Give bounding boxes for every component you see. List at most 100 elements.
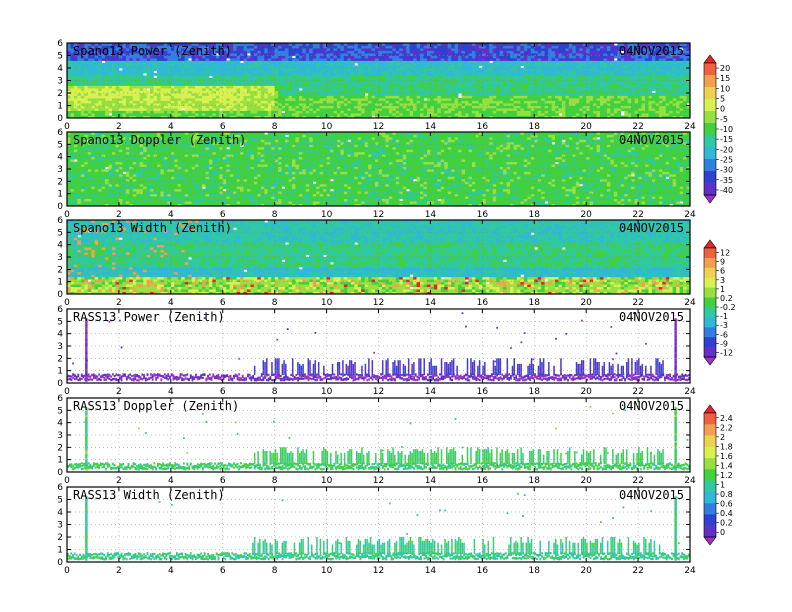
y-tick-label: 0 (57, 114, 63, 124)
x-tick-label: 4 (168, 210, 174, 220)
colorbar-label: 1.2 (720, 471, 733, 480)
colorbar-label: 10 (720, 84, 730, 93)
colorbar-segment (704, 337, 716, 348)
x-tick-label: 2 (116, 387, 122, 397)
y-tick-label: 4 (57, 419, 63, 429)
panel-date: 04NOV2015 (619, 133, 684, 147)
x-tick-label: 18 (529, 210, 541, 220)
colorbar-label: 0.4 (720, 509, 733, 518)
colorbar-label: 0.8 (720, 490, 733, 499)
colorbar-segment (704, 159, 716, 172)
colorbar-label: 2 (720, 433, 725, 442)
y-tick-label: 4 (57, 153, 63, 163)
colorbar-label: -10 (720, 125, 733, 134)
x-tick-label: 6 (220, 387, 226, 397)
x-tick-label: 2 (116, 122, 122, 132)
x-tick-label: 10 (321, 566, 333, 576)
x-tick-label: 22 (632, 210, 643, 220)
colorbar-label: -35 (720, 176, 733, 185)
x-tick-label: 4 (168, 387, 174, 397)
x-tick-label: 8 (272, 210, 278, 220)
x-tick-label: 16 (477, 566, 489, 576)
colorbar-label: 5 (720, 95, 725, 104)
y-tick-label: 6 (57, 483, 63, 493)
x-tick-label: 14 (425, 566, 437, 576)
colorbar-segment (704, 347, 716, 358)
x-tick-label: 14 (425, 298, 437, 308)
x-tick-label: 22 (632, 566, 643, 576)
y-tick-label: 2 (57, 354, 63, 364)
colorbar-label: -25 (720, 155, 733, 164)
colorbar-segment (704, 99, 716, 112)
x-tick-label: 12 (373, 298, 384, 308)
x-tick-label: 12 (373, 122, 384, 132)
panel-date: 04NOV2015 (619, 221, 684, 235)
colorbar-label: 9 (720, 258, 725, 267)
colorbar-label: 1 (720, 285, 725, 294)
y-tick-label: 1 (57, 546, 63, 556)
x-tick-label: 8 (272, 566, 278, 576)
y-tick-label: 0 (57, 468, 63, 478)
x-tick-label: 0 (64, 122, 70, 132)
y-tick-label: 5 (57, 406, 63, 416)
y-tick-label: 0 (57, 290, 63, 300)
colorbar-segment (704, 183, 716, 196)
colorbar-label: 3 (720, 276, 725, 285)
colorbar-segment (704, 327, 716, 338)
colorbar-segment (704, 75, 716, 88)
y-tick-label: 0 (57, 379, 63, 389)
y-tick-label: 6 (57, 216, 63, 226)
colorbar-label: -0.2 (720, 303, 736, 312)
y-tick-label: 4 (57, 64, 63, 74)
x-tick-label: 0 (64, 566, 70, 576)
x-tick-label: 24 (684, 122, 696, 132)
x-tick-label: 24 (684, 566, 696, 576)
x-tick-label: 22 (632, 122, 643, 132)
x-tick-label: 20 (580, 476, 592, 486)
y-tick-label: 5 (57, 317, 63, 327)
colorbar-label: 0 (720, 528, 725, 537)
colorbar-segment (704, 514, 716, 527)
grid (66, 42, 691, 119)
colorbar-segment (704, 317, 716, 328)
y-tick-label: 4 (57, 508, 63, 518)
colorbar-label: 6 (720, 267, 725, 276)
x-tick-label: 10 (321, 387, 333, 397)
x-tick-label: 2 (116, 566, 122, 576)
x-tick-label: 8 (272, 387, 278, 397)
y-tick-label: 2 (57, 533, 63, 543)
colorbar-label: 0.6 (720, 500, 733, 509)
x-tick-label: 20 (580, 566, 592, 576)
colorbar-label: -20 (720, 145, 733, 154)
colorbar-segment (704, 458, 716, 470)
colorbar-label: 12 (720, 249, 730, 258)
y-tick-label: 6 (57, 128, 63, 138)
y-tick-label: 3 (57, 165, 63, 175)
x-tick-label: 10 (321, 298, 333, 308)
x-tick-label: 12 (373, 566, 384, 576)
x-tick-label: 22 (632, 298, 643, 308)
colorbar-label: -15 (720, 135, 733, 144)
y-tick-label: 6 (57, 305, 63, 315)
colorbar-segment (704, 413, 716, 425)
y-tick-label: 2 (57, 177, 63, 187)
x-tick-label: 22 (632, 476, 643, 486)
y-tick-label: 1 (57, 190, 63, 200)
colorbar-segment (704, 525, 716, 538)
panel-title: Spano13 Power (Zenith) (73, 44, 232, 58)
colorbar-label: -6 (720, 330, 728, 339)
y-tick-label: 1 (57, 102, 63, 112)
colorbar-label: -3 (720, 321, 728, 330)
y-tick-label: 4 (57, 330, 63, 340)
x-tick-label: 14 (425, 387, 437, 397)
x-tick-label: 4 (168, 476, 174, 486)
y-tick-label: 1 (57, 278, 63, 288)
x-tick-label: 16 (477, 298, 489, 308)
y-tick-label: 0 (57, 558, 63, 568)
colorbar-label: 2.4 (720, 414, 733, 423)
colorbar-segment (704, 297, 716, 308)
colorbar-label: 1.6 (720, 452, 733, 461)
x-tick-label: 16 (477, 476, 489, 486)
